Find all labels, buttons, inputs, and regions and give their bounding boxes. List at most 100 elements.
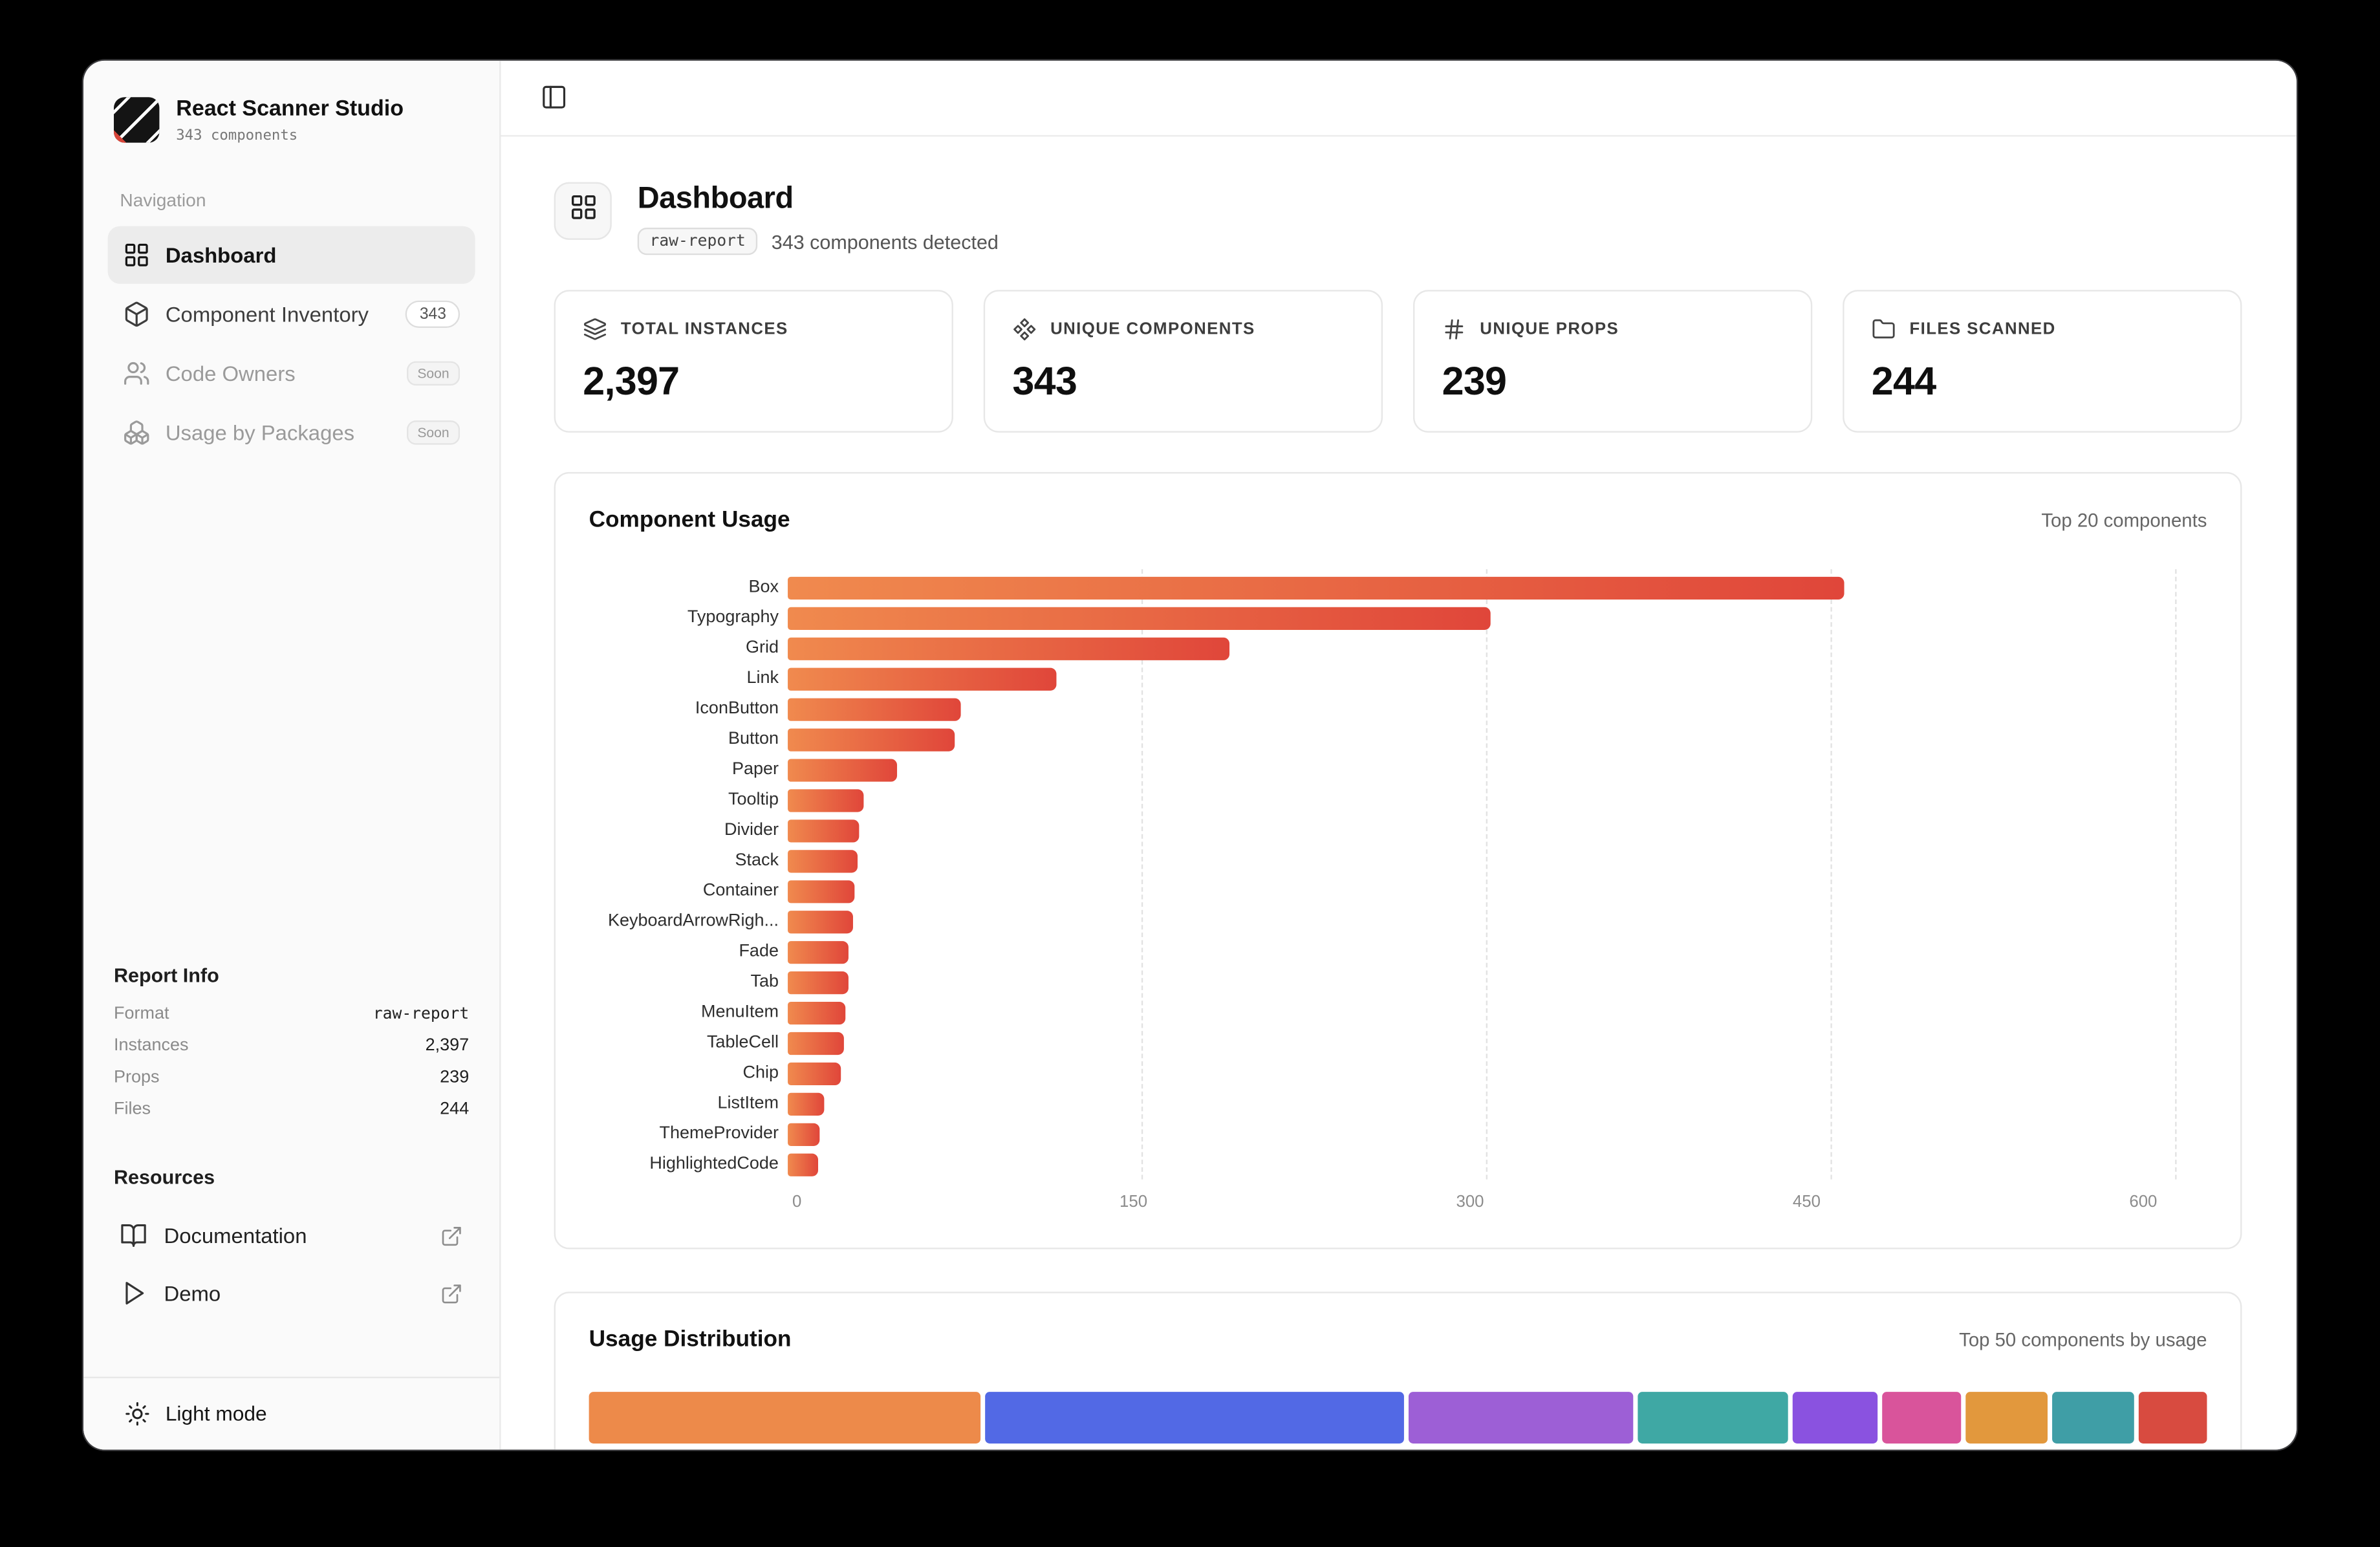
chart-row: TableCell xyxy=(589,1028,2176,1058)
nav-badge: 343 xyxy=(406,299,460,328)
sidebar-item-code-owners[interactable]: Code Owners Soon xyxy=(108,344,475,402)
stat-label: TOTAL INSTANCES xyxy=(620,320,788,339)
chart-row: Paper xyxy=(589,754,2176,784)
stat-label: FILES SCANNED xyxy=(1909,320,2056,339)
stat-card-files-scanned: FILES SCANNED 244 xyxy=(1843,290,2242,433)
report-row-value: 244 xyxy=(440,1100,470,1119)
nav-section-label: Navigation xyxy=(120,189,206,211)
usage-bar[interactable] xyxy=(788,1092,825,1115)
dashboard-icon xyxy=(554,182,612,240)
chart-row: Box xyxy=(589,572,2176,603)
distribution-segment[interactable] xyxy=(589,1392,981,1444)
hash-icon xyxy=(1442,318,1467,342)
distribution-segment[interactable] xyxy=(1882,1392,1962,1444)
usage-bar[interactable] xyxy=(788,1031,843,1054)
usage-bar[interactable] xyxy=(788,909,853,933)
report-row-instances: Instances 2,397 xyxy=(114,1037,469,1055)
resources-title: Resources xyxy=(114,1165,215,1189)
usage-bar[interactable] xyxy=(788,1061,841,1085)
chart-row: Tooltip xyxy=(589,784,2176,815)
stat-value: 2,397 xyxy=(583,358,680,404)
page-header: Dashboard raw-report 343 components dete… xyxy=(554,182,2242,255)
usage-bar[interactable] xyxy=(788,636,1229,660)
panel-left-icon xyxy=(541,83,568,113)
sidebar-item-component-inventory[interactable]: Component Inventory 343 xyxy=(108,285,475,342)
sidebar-header: React Scanner Studio 343 components xyxy=(108,97,475,144)
usage-bar[interactable] xyxy=(788,667,1056,690)
usage-bar[interactable] xyxy=(788,788,865,812)
usage-bar[interactable] xyxy=(788,1152,818,1176)
bar-label: TableCell xyxy=(706,1033,779,1052)
chart-row: Grid xyxy=(589,633,2176,664)
sidebar-item-dashboard[interactable]: Dashboard xyxy=(107,225,475,284)
usage-bar[interactable] xyxy=(788,697,962,720)
app-subtitle: 343 components xyxy=(176,127,298,144)
usage-bar[interactable] xyxy=(788,728,955,751)
x-tick-label: 300 xyxy=(1456,1193,1484,1211)
resource-label: Documentation xyxy=(164,1223,307,1248)
usage-bar[interactable] xyxy=(788,880,855,903)
x-tick-label: 450 xyxy=(1792,1193,1821,1211)
usage-bar[interactable] xyxy=(788,1001,846,1024)
gridline xyxy=(1830,569,1832,1180)
bar-track xyxy=(788,1122,2175,1145)
report-info: Report Info Format raw-report Instances 2,3… xyxy=(108,964,475,1132)
usage-bar[interactable] xyxy=(788,970,848,994)
bar-label: ThemeProvider xyxy=(659,1125,779,1143)
bar-track xyxy=(788,697,2175,720)
chart-row: Container xyxy=(589,876,2176,906)
chart-row: ListItem xyxy=(589,1088,2176,1119)
report-row-props: Props 239 xyxy=(114,1068,469,1087)
distribution-segment[interactable] xyxy=(1965,1392,2048,1444)
bar-track xyxy=(788,788,2175,812)
distribution-segment[interactable] xyxy=(1792,1392,1878,1444)
x-tick-label: 0 xyxy=(792,1193,802,1211)
component-usage-card: Component Usage Top 20 components Box Typ… xyxy=(554,471,2242,1250)
distribution-segment[interactable] xyxy=(2139,1392,2207,1444)
resource-item-documentation[interactable]: Documentation xyxy=(108,1207,475,1264)
usage-bar[interactable] xyxy=(788,1122,821,1145)
stat-card-total-instances: TOTAL INSTANCES 2,397 xyxy=(554,290,953,433)
distribution-segment[interactable] xyxy=(1408,1392,1633,1444)
sun-icon xyxy=(124,1401,150,1427)
chart-row: Tab xyxy=(589,967,2176,997)
report-row-label: Format xyxy=(114,1004,169,1023)
page-title: Dashboard xyxy=(637,182,794,216)
bar-label: Container xyxy=(702,882,779,900)
chart-row: Stack xyxy=(589,845,2176,876)
usage-bar[interactable] xyxy=(788,940,848,964)
nav-badge: Soon xyxy=(406,360,460,385)
distribution-segment[interactable] xyxy=(1637,1392,1788,1444)
usage-distribution-card: Usage Distribution Top 50 components by … xyxy=(554,1292,2242,1450)
distribution-segment[interactable] xyxy=(2052,1392,2135,1444)
distribution-segment[interactable] xyxy=(985,1392,1404,1444)
layout-grid-icon xyxy=(123,241,150,268)
content: Dashboard raw-report 343 components dete… xyxy=(501,136,2296,1450)
usage-bar[interactable] xyxy=(788,758,897,781)
boxes-icon xyxy=(123,418,150,446)
play-icon xyxy=(120,1279,147,1306)
usage-bar[interactable] xyxy=(788,606,1491,629)
bar-track xyxy=(788,1092,2175,1115)
resource-item-demo[interactable]: Demo xyxy=(108,1264,475,1322)
theme-toggle-label: Light mode xyxy=(165,1402,267,1425)
bar-label: ListItem xyxy=(717,1094,779,1113)
sidebar-item-usage-by-packages[interactable]: Usage by Packages Soon xyxy=(108,404,475,461)
bar-track xyxy=(788,880,2175,903)
usage-bar[interactable] xyxy=(788,819,860,842)
usage-distribution-title: Usage Distribution xyxy=(589,1326,792,1353)
usage-bar[interactable] xyxy=(788,849,858,872)
sidebar-item-label: Code Owners xyxy=(165,360,296,385)
chart-row: MenuItem xyxy=(589,997,2176,1028)
stats-row: TOTAL INSTANCES 2,397 UNIQUE COMPONENTS 343… xyxy=(554,290,2242,433)
chart-row: Link xyxy=(589,664,2176,694)
theme-toggle[interactable]: Light mode xyxy=(83,1376,500,1450)
usage-bar[interactable] xyxy=(788,576,1844,599)
chart-row: Typography xyxy=(589,603,2176,633)
bar-label: Box xyxy=(748,578,779,597)
sidebar-toggle-button[interactable] xyxy=(541,83,571,113)
app-name: React Scanner Studio xyxy=(176,97,404,122)
bar-track xyxy=(788,758,2175,781)
resources: Resources Documentation Demo xyxy=(108,1165,475,1322)
bar-track xyxy=(788,728,2175,751)
